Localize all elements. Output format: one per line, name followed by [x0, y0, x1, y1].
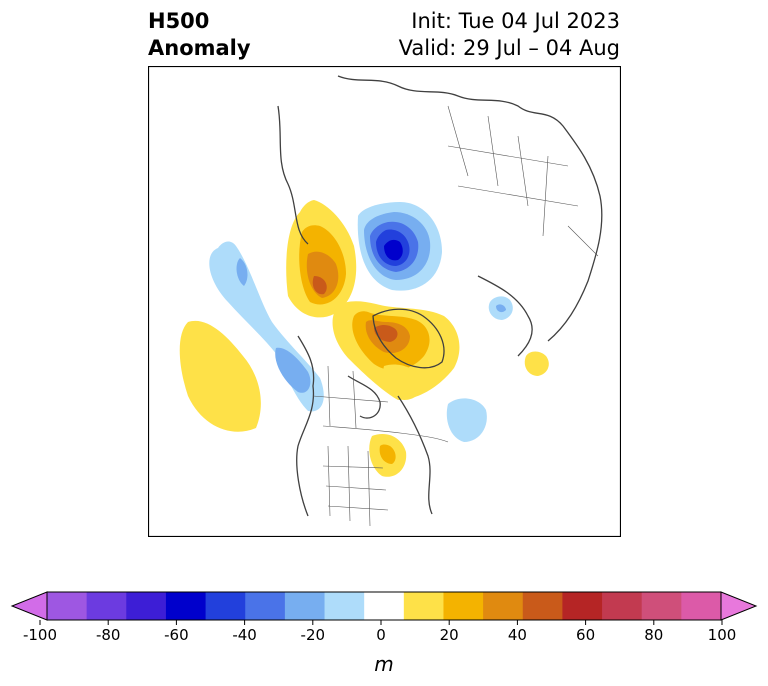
colorbar-swatch	[324, 592, 365, 620]
colorbar-tick-label: 20	[440, 626, 459, 644]
anomaly-positive-canada-core	[374, 325, 398, 342]
colorbar-tick-label: -60	[164, 626, 189, 644]
colorbar-swatch	[522, 592, 563, 620]
colorbar-tick-label: -40	[232, 626, 257, 644]
anomaly-negative-atlantic	[446, 398, 487, 442]
coastlines	[277, 75, 603, 517]
border-canada-usa	[322, 425, 449, 443]
coastline-north-america	[296, 335, 315, 517]
colorbar-frame	[46, 591, 722, 621]
map-date-info: Init: Tue 04 Jul 2023 Valid: 29 Jul – 04…	[399, 8, 620, 62]
colorbar-over-arrow	[720, 591, 758, 621]
colorbar-swatch	[364, 592, 405, 620]
political-borders	[312, 105, 599, 527]
anomaly-negative-arctic-peak	[384, 239, 403, 261]
colorbar-tick-label: -80	[96, 626, 121, 644]
anomaly-negative-coast-inner	[275, 347, 311, 393]
colorbar-swatch	[47, 592, 88, 620]
colorbar-swatch	[641, 592, 682, 620]
colorbar: -100 -80 -60 -40 -20 0 20 40 60 80 100	[10, 591, 758, 644]
colorbar-tick-label: 100	[708, 626, 737, 644]
map-frame	[148, 66, 621, 537]
colorbar-tick-label: 60	[576, 626, 595, 644]
colorbar-swatch	[126, 592, 167, 620]
anomaly-map	[148, 66, 621, 537]
coastline-greenland	[372, 308, 445, 369]
colorbar-swatch	[205, 592, 246, 620]
colorbar-tick-label: 80	[644, 626, 663, 644]
colorbar-tick-label: 40	[508, 626, 527, 644]
border-provinces	[312, 365, 389, 429]
anomaly-positive-siberia-core	[312, 276, 327, 295]
colorbar-swatch	[284, 592, 326, 620]
anomaly-positive-great-lakes-inner	[379, 444, 396, 464]
colorbar-swatch	[86, 592, 127, 620]
colorbar-under-arrow	[10, 591, 48, 621]
colorbar-swatch	[403, 592, 444, 620]
coastline-asia	[337, 75, 603, 342]
colorbar-swatch	[562, 592, 603, 620]
border-state-lines	[322, 445, 389, 527]
anomaly-negative-pacific-inner	[236, 258, 248, 286]
colorbar-swatch	[602, 592, 643, 620]
colorbar-swatch	[245, 592, 286, 620]
colorbar-swatch	[443, 592, 484, 620]
anomaly-positive-pacific	[179, 320, 261, 432]
coastline-east	[397, 395, 433, 515]
coastline-siberia	[277, 105, 309, 245]
colorbar-swatch	[681, 592, 722, 620]
anomaly-positive-europe	[524, 351, 549, 376]
coastline-europe	[477, 275, 533, 357]
colorbar-tick-label: -20	[301, 626, 326, 644]
colorbar-tick-label: -100	[23, 626, 57, 644]
colorbar-unit-label: m	[374, 652, 394, 676]
anomaly-fills	[179, 200, 549, 477]
valid-range: Valid: 29 Jul – 04 Aug	[398, 36, 620, 60]
map-title: H500 Anomaly	[148, 8, 251, 62]
title-field: Anomaly	[148, 36, 251, 60]
colorbar-swatch	[483, 592, 524, 620]
colorbar-swatch	[165, 592, 207, 620]
title-variable: H500	[148, 9, 210, 33]
border-asia	[447, 105, 599, 257]
coastline-hudson	[347, 375, 381, 419]
colorbar-tick-label: 0	[376, 626, 386, 644]
anomaly-positive-hudson	[382, 364, 423, 400]
init-date: Init: Tue 04 Jul 2023	[411, 9, 620, 33]
anomaly-negative-europe-inner	[496, 304, 506, 313]
